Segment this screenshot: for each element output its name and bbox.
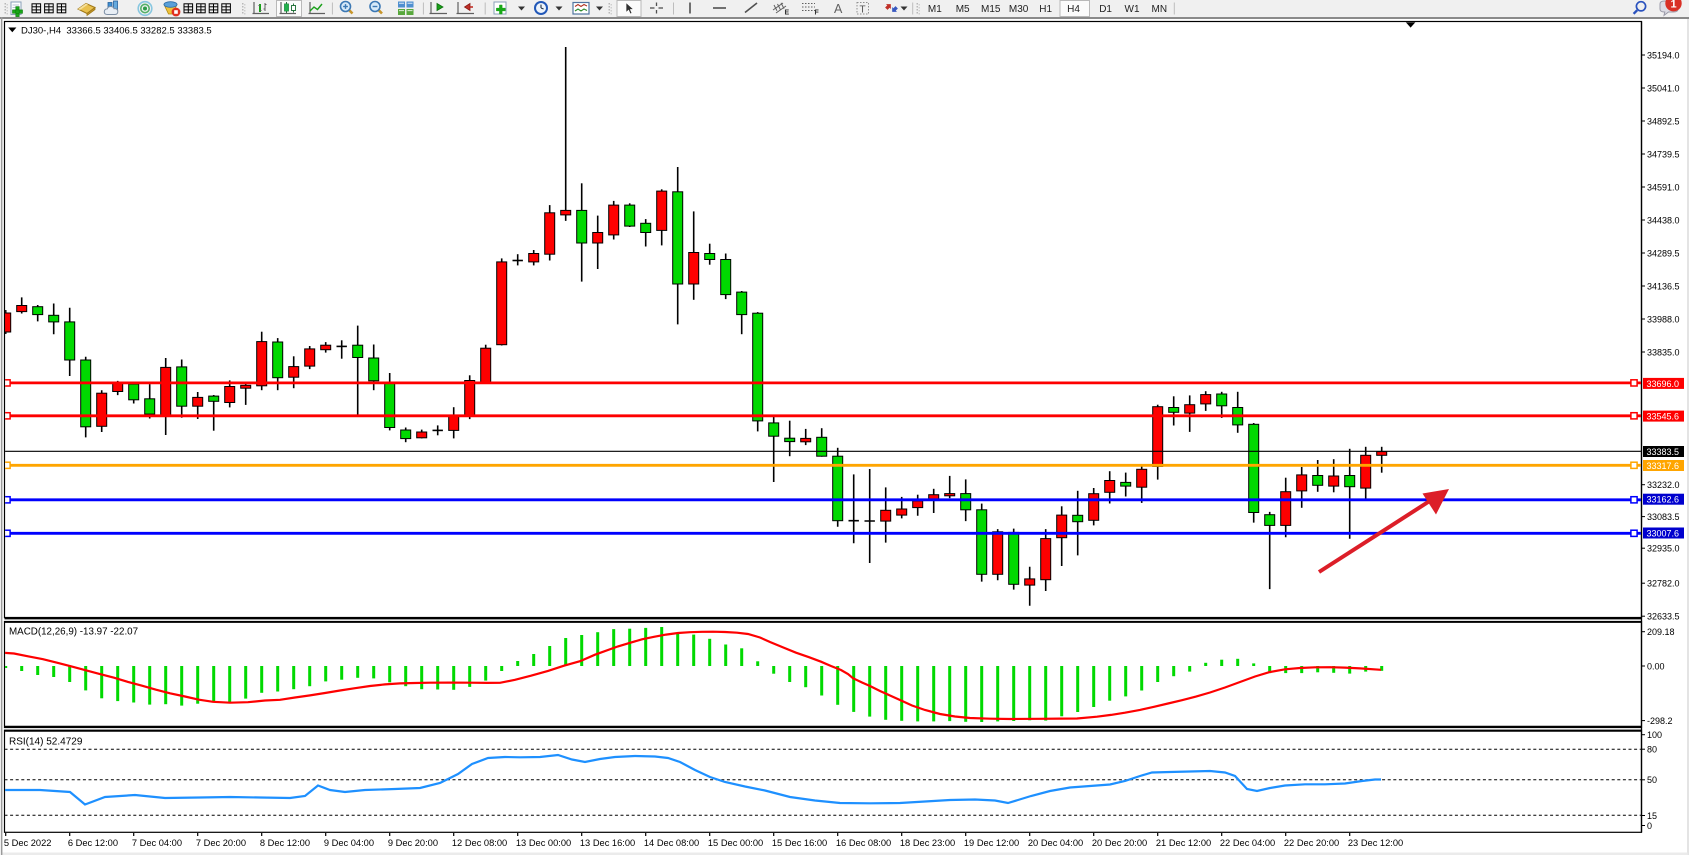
svg-text:35041.0: 35041.0 <box>1647 83 1680 93</box>
svg-text:14 Dec 08:00: 14 Dec 08:00 <box>644 838 699 848</box>
svg-text:34591.0: 34591.0 <box>1647 182 1680 192</box>
svg-text:33696.0: 33696.0 <box>1647 379 1680 389</box>
svg-text:T: T <box>860 5 866 16</box>
svg-text:6 Dec 12:00: 6 Dec 12:00 <box>68 838 118 848</box>
svg-text:12 Dec 08:00: 12 Dec 08:00 <box>452 838 507 848</box>
svg-text:F: F <box>815 10 820 17</box>
svg-text:34739.5: 34739.5 <box>1647 149 1680 159</box>
svg-text:34289.5: 34289.5 <box>1647 248 1680 258</box>
svg-text:33383.5: 33383.5 <box>1647 447 1680 457</box>
svg-text:100: 100 <box>1647 730 1662 740</box>
svg-text:22 Dec 20:00: 22 Dec 20:00 <box>1284 838 1339 848</box>
svg-text:H1: H1 <box>1039 4 1052 15</box>
svg-text:9 Dec 04:00: 9 Dec 04:00 <box>324 838 374 848</box>
svg-text:M30: M30 <box>1009 4 1029 15</box>
svg-text:7 Dec 04:00: 7 Dec 04:00 <box>132 838 182 848</box>
svg-text:MACD(12,26,9) -13.97 -22.07: MACD(12,26,9) -13.97 -22.07 <box>9 627 138 638</box>
svg-text:5 Dec 2022: 5 Dec 2022 <box>4 838 52 848</box>
svg-text:50: 50 <box>1647 775 1657 785</box>
svg-text:13 Dec 00:00: 13 Dec 00:00 <box>516 838 571 848</box>
svg-text:34438.0: 34438.0 <box>1647 215 1680 225</box>
svg-text:D1: D1 <box>1099 4 1112 15</box>
svg-text:32633.5: 32633.5 <box>1647 612 1680 622</box>
svg-text:15: 15 <box>1647 811 1657 821</box>
svg-text:8 Dec 12:00: 8 Dec 12:00 <box>260 838 310 848</box>
svg-text:20 Dec 04:00: 20 Dec 04:00 <box>1028 838 1083 848</box>
svg-text:33007.6: 33007.6 <box>1647 528 1680 538</box>
svg-text:DJ30-,H4 33366.5 33406.5 3328: DJ30-,H4 33366.5 33406.5 33282.5 33383.5 <box>21 25 212 36</box>
svg-text:80: 80 <box>1647 745 1657 755</box>
svg-text:23 Dec 12:00: 23 Dec 12:00 <box>1348 838 1403 848</box>
svg-text:E: E <box>785 10 790 17</box>
svg-text:34892.5: 34892.5 <box>1647 116 1680 126</box>
svg-text:35194.0: 35194.0 <box>1647 50 1680 60</box>
svg-text:33232.0: 33232.0 <box>1647 480 1680 490</box>
svg-text:M15: M15 <box>981 4 1001 15</box>
svg-text:32935.0: 32935.0 <box>1647 544 1680 554</box>
svg-text:34136.5: 34136.5 <box>1647 281 1680 291</box>
svg-text:15 Dec 16:00: 15 Dec 16:00 <box>772 838 827 848</box>
svg-text:21 Dec 12:00: 21 Dec 12:00 <box>1156 838 1211 848</box>
svg-text:-298.2: -298.2 <box>1647 716 1673 726</box>
svg-text:A: A <box>834 2 843 16</box>
svg-text:H4: H4 <box>1067 4 1080 15</box>
svg-text:33835.0: 33835.0 <box>1647 347 1680 357</box>
svg-text:22 Dec 04:00: 22 Dec 04:00 <box>1220 838 1275 848</box>
svg-text:13 Dec 16:00: 13 Dec 16:00 <box>580 838 635 848</box>
svg-text:RSI(14) 52.4729: RSI(14) 52.4729 <box>9 737 83 748</box>
svg-text:9 Dec 20:00: 9 Dec 20:00 <box>388 838 438 848</box>
svg-text:1: 1 <box>1670 0 1676 11</box>
svg-text:W1: W1 <box>1125 4 1140 15</box>
svg-text:33162.6: 33162.6 <box>1647 495 1680 505</box>
svg-text:15 Dec 00:00: 15 Dec 00:00 <box>708 838 763 848</box>
svg-text:M1: M1 <box>928 4 942 15</box>
svg-text:19 Dec 12:00: 19 Dec 12:00 <box>964 838 1019 848</box>
svg-text:M5: M5 <box>956 4 970 15</box>
svg-text:33988.0: 33988.0 <box>1647 314 1680 324</box>
svg-text:0: 0 <box>1647 821 1652 831</box>
svg-text:16 Dec 08:00: 16 Dec 08:00 <box>836 838 891 848</box>
svg-text:7 Dec 20:00: 7 Dec 20:00 <box>196 838 246 848</box>
svg-text:0.00: 0.00 <box>1647 661 1665 671</box>
svg-text:MN: MN <box>1152 4 1168 15</box>
svg-text:209.18: 209.18 <box>1647 627 1675 637</box>
svg-text:33083.5: 33083.5 <box>1647 512 1680 522</box>
svg-text:32782.0: 32782.0 <box>1647 579 1680 589</box>
svg-text:18 Dec 23:00: 18 Dec 23:00 <box>900 838 955 848</box>
svg-text:33317.6: 33317.6 <box>1647 461 1680 471</box>
svg-text:33545.6: 33545.6 <box>1647 412 1680 422</box>
svg-text:20 Dec 20:00: 20 Dec 20:00 <box>1092 838 1147 848</box>
